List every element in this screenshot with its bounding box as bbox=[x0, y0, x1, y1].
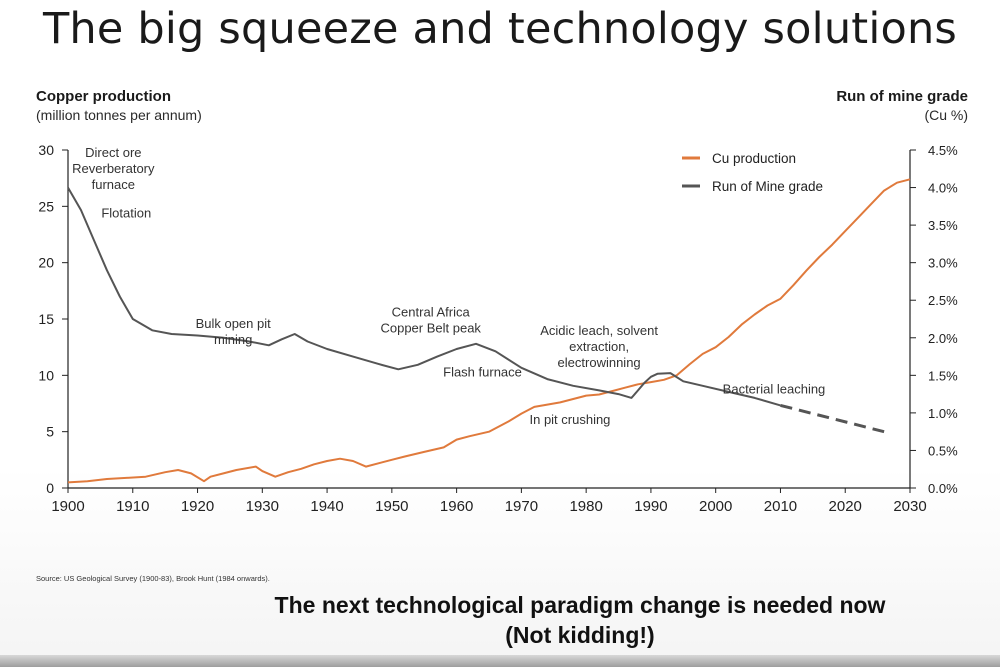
x-tick-label: 1950 bbox=[375, 498, 408, 515]
chart-annotation: extraction, bbox=[569, 339, 629, 354]
x-tick-label: 2010 bbox=[764, 498, 797, 515]
right-tick-label: 3.0% bbox=[928, 256, 958, 271]
right-tick-label: 4.5% bbox=[928, 143, 958, 158]
chart-legend: Cu production Run of Mine grade bbox=[682, 151, 823, 194]
chart-annotation: Acidic leach, solvent bbox=[540, 323, 658, 338]
legend-label: Cu production bbox=[712, 151, 796, 166]
chart-annotation: electrowinning bbox=[558, 355, 641, 370]
left-tick-label: 0 bbox=[46, 480, 54, 496]
bottom-band bbox=[0, 655, 1000, 667]
production-series-line bbox=[67, 178, 911, 484]
left-tick-label: 5 bbox=[46, 424, 54, 440]
x-tick-label: 2000 bbox=[699, 498, 732, 515]
chart-annotation: Flash furnace bbox=[443, 364, 522, 379]
right-axis-unit: (Cu %) bbox=[924, 107, 968, 123]
chart-annotation: Reverberatory bbox=[72, 161, 155, 176]
chart-annotation: furnace bbox=[92, 177, 135, 192]
x-tick-label: 1930 bbox=[246, 498, 279, 515]
chart-series bbox=[67, 178, 911, 484]
source-note: Source: US Geological Survey (1900-83), … bbox=[36, 574, 270, 583]
right-tick-label: 1.5% bbox=[928, 368, 958, 383]
x-tick-label: 1910 bbox=[116, 498, 149, 515]
left-axis-title: Copper production bbox=[36, 88, 171, 105]
right-tick-label: 0.0% bbox=[928, 481, 958, 496]
right-tick-label: 0.5% bbox=[928, 443, 958, 458]
x-tick-label: 1970 bbox=[505, 498, 538, 515]
legend-label: Run of Mine grade bbox=[712, 179, 823, 194]
left-tick-label: 20 bbox=[38, 255, 54, 271]
left-tick-label: 10 bbox=[38, 367, 54, 383]
chart-annotation: In pit crushing bbox=[529, 412, 610, 427]
x-tick-label: 1940 bbox=[310, 498, 343, 515]
right-tick-label: 3.5% bbox=[928, 218, 958, 233]
chart-annotation: Bulk open pit bbox=[196, 316, 272, 331]
right-tick-label: 1.0% bbox=[928, 406, 958, 421]
left-tick-label: 25 bbox=[38, 198, 54, 214]
chart-annotation: Bacterial leaching bbox=[723, 381, 826, 396]
x-tick-label: 1990 bbox=[634, 498, 667, 515]
chart-axes: 0 5 10 15 20 25 30 0.0% 0.5% 1.0% 1.5% 2.0% 2.5% 3.0%… bbox=[38, 142, 958, 515]
slide-title: The big squeeze and technology solutions bbox=[42, 4, 958, 54]
footer-line-2: (Not kidding!) bbox=[505, 622, 655, 648]
right-tick-label: 2.5% bbox=[928, 293, 958, 308]
left-tick-label: 30 bbox=[38, 142, 54, 158]
x-tick-label: 1960 bbox=[440, 498, 473, 515]
x-tick-label: 2030 bbox=[893, 498, 926, 515]
right-axis-title: Run of mine grade bbox=[836, 88, 968, 105]
chart-annotation: mining bbox=[214, 332, 252, 347]
footer-line-1: The next technological paradigm change i… bbox=[274, 592, 886, 618]
grade-projection-line bbox=[780, 403, 885, 434]
grade-series-line bbox=[67, 187, 781, 407]
chart-annotation: Flotation bbox=[101, 206, 151, 221]
chart-annotation: Copper Belt peak bbox=[380, 321, 481, 336]
x-tick-label: 1900 bbox=[51, 498, 84, 515]
x-tick-label: 1980 bbox=[569, 498, 602, 515]
right-tick-label: 2.0% bbox=[928, 331, 958, 346]
left-axis-unit: (million tonnes per annum) bbox=[36, 107, 202, 123]
chart-annotation: Direct ore bbox=[85, 145, 141, 160]
left-tick-label: 15 bbox=[38, 311, 54, 327]
x-tick-label: 1920 bbox=[181, 498, 214, 515]
right-tick-label: 4.0% bbox=[928, 181, 958, 196]
x-tick-label: 2020 bbox=[829, 498, 862, 515]
chart-annotation: Central Africa bbox=[392, 305, 471, 320]
